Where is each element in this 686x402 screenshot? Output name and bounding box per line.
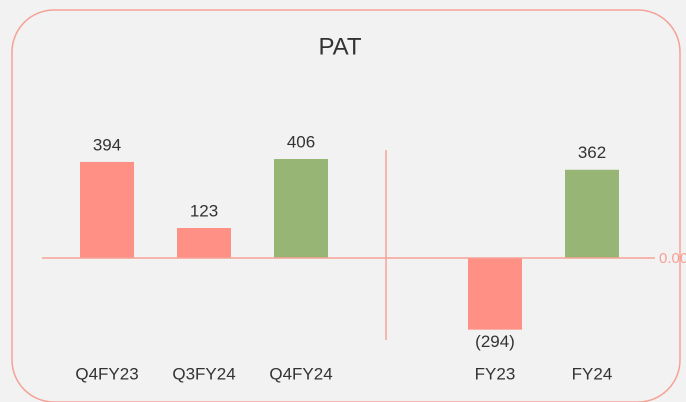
x-tick-label: Q3FY24 — [172, 364, 235, 383]
bar — [468, 257, 522, 330]
x-tick-label: Q4FY23 — [75, 364, 138, 383]
bar — [274, 159, 328, 258]
x-tick-label: Q4FY24 — [269, 364, 332, 383]
card-border — [11, 9, 681, 402]
bar — [80, 161, 134, 258]
value-label: 394 — [93, 135, 121, 154]
bar — [565, 169, 619, 258]
value-label: 362 — [578, 143, 606, 162]
x-tick-label: FY23 — [475, 364, 516, 383]
chart-title: PAT — [318, 33, 361, 60]
y-tick-label: 0.00 — [659, 250, 686, 267]
bar — [177, 228, 231, 258]
value-label: (294) — [475, 332, 515, 351]
value-label: 406 — [287, 132, 315, 151]
x-tick-label: FY24 — [572, 364, 613, 383]
value-label: 123 — [190, 201, 218, 220]
